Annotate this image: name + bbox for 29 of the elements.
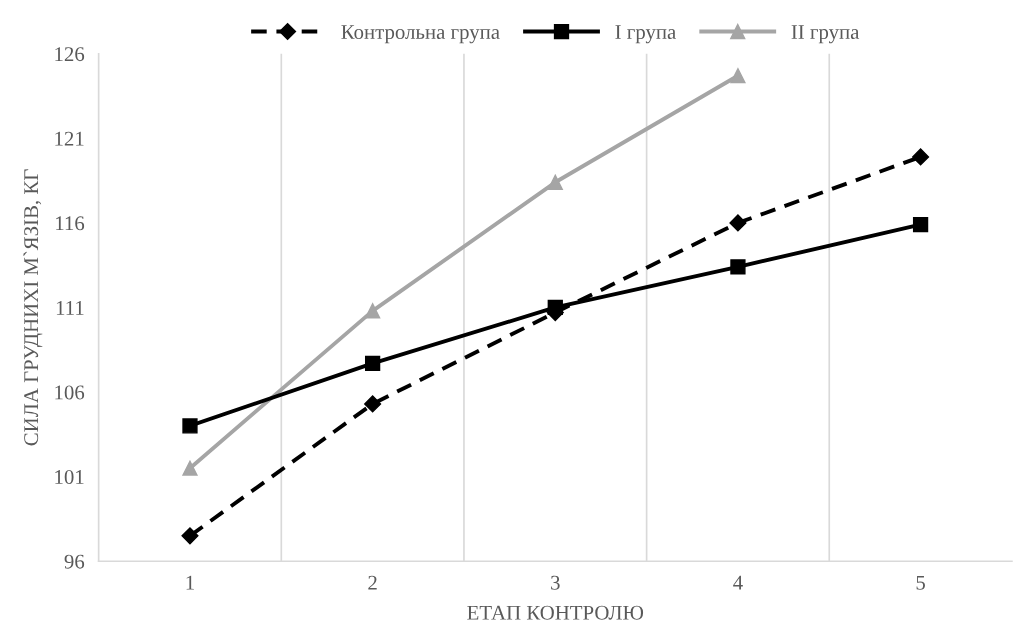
x-tick-label: 5	[916, 575, 925, 590]
point	[912, 148, 930, 166]
x-tick-label: 4	[733, 575, 743, 590]
x-axis-title: ЕТАП КОНТРОЛЮ	[467, 605, 644, 620]
y-tick-label: 96	[64, 554, 85, 569]
legend-label: I група	[615, 25, 676, 44]
y-tick-label: 106	[55, 385, 85, 400]
point	[182, 418, 198, 434]
point	[912, 216, 929, 233]
y-tick-label: 116	[56, 216, 85, 231]
x-tick-label: 2	[368, 575, 377, 590]
x-tick-label: 3	[551, 575, 560, 590]
y-tick-label: 121	[55, 131, 84, 146]
point	[364, 395, 382, 413]
point	[547, 174, 563, 190]
point	[181, 527, 199, 545]
point	[182, 460, 198, 476]
y-tick-label: 126	[55, 47, 85, 62]
point	[364, 355, 381, 371]
point	[364, 303, 381, 319]
point	[729, 214, 747, 232]
legend-label: Контрольна група	[341, 25, 500, 44]
x-tick-label: 1	[186, 575, 194, 590]
point	[730, 68, 746, 84]
point	[730, 259, 746, 275]
y-axis-title: СИЛА ГРУДНИХІ М`ЯЗІВ, КГ	[23, 169, 43, 446]
legend-label: II група	[791, 25, 860, 44]
y-tick-label: 101	[55, 470, 84, 485]
y-tick-label: 111	[56, 300, 84, 315]
